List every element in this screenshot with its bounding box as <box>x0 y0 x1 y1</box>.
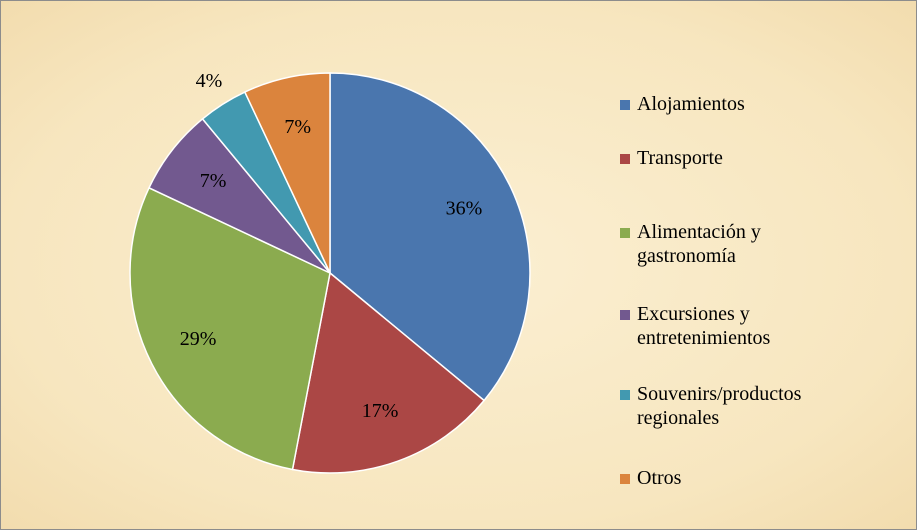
legend-label: Souvenirs/productos regionales <box>637 383 802 429</box>
legend-label: Alojamientos <box>637 93 745 115</box>
pie-slice <box>291 271 486 474</box>
legend-item: Souvenirs/productos regionales <box>620 382 827 430</box>
legend-item: Alimentación y gastronomía <box>620 220 827 268</box>
legend-swatch <box>620 474 630 484</box>
pie-slice <box>129 186 331 471</box>
legend-item: Otros <box>620 466 827 490</box>
data-label: 36% <box>446 198 483 220</box>
legend-item: Excursiones y entretenimientos <box>620 302 827 350</box>
legend-swatch <box>620 310 630 320</box>
legend-label: Otros <box>637 467 682 489</box>
data-label: 7% <box>284 116 311 138</box>
pie-slice <box>243 72 331 274</box>
legend-swatch <box>620 228 630 238</box>
legend-item: Alojamientos <box>620 92 827 116</box>
data-label: 29% <box>180 328 217 350</box>
legend-label: Transporte <box>637 147 723 169</box>
data-label: 4% <box>196 70 223 92</box>
legend-label: Alimentación y gastronomía <box>637 221 761 267</box>
legend-swatch <box>620 100 630 110</box>
legend-swatch <box>620 390 630 400</box>
data-label: 17% <box>362 400 399 422</box>
legend-swatch <box>620 154 630 164</box>
legend-label: Excursiones y entretenimientos <box>637 303 771 349</box>
data-label: 7% <box>200 170 227 192</box>
pie-slice <box>329 72 531 402</box>
legend-item: Transporte <box>620 146 827 170</box>
